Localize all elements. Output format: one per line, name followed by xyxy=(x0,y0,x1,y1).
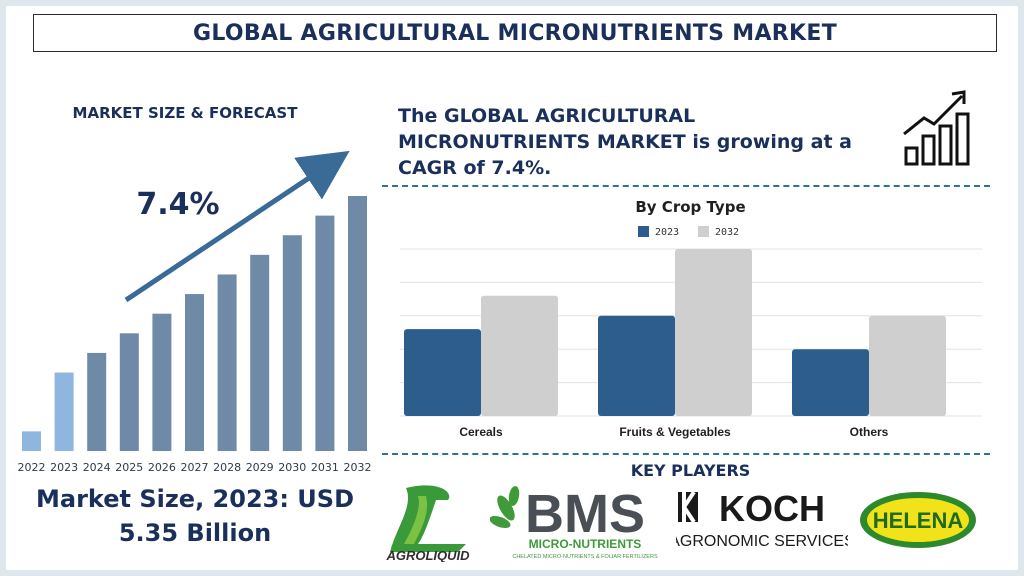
forecast-year-label: 2026 xyxy=(148,461,176,474)
forecast-bar xyxy=(54,372,74,451)
headline-line-1: The GLOBAL AGRICULTURAL xyxy=(398,105,696,127)
headline-text: The GLOBAL AGRICULTURAL MICRONUTRIENTS M… xyxy=(398,103,898,181)
forecast-chart: 2022 2023 2024 2025 2026 2027 2028 2029 2030 2031… xyxy=(18,150,372,474)
agroliquid-wordmark: AGROLIQUID xyxy=(385,548,470,562)
crop-category-label: Fruits & Vegetables xyxy=(619,425,731,439)
helena-logo: HELENA xyxy=(860,492,976,548)
crop-bar xyxy=(792,349,869,416)
forecast-bar xyxy=(87,352,107,451)
koch-logo: KOCH AGRONOMIC SERVICES xyxy=(676,488,848,550)
forecast-year-label: 2023 xyxy=(50,461,78,474)
market-size-line-2: 5.35 Billion xyxy=(118,519,272,547)
forecast-year-label: 2032 xyxy=(344,461,372,474)
forecast-bar xyxy=(152,313,172,451)
legend-label: 2032 xyxy=(715,227,739,238)
forecast-bar xyxy=(119,333,139,451)
forecast-year-label: 2025 xyxy=(115,461,143,474)
background-panel xyxy=(6,6,1018,570)
crop-category-label: Cereals xyxy=(459,425,503,439)
forecast-bar xyxy=(315,215,335,451)
divider-top xyxy=(382,185,990,187)
agroliquid-logo: AGROLIQUID xyxy=(385,485,470,562)
headline-line-3: CAGR of 7.4%. xyxy=(398,157,552,179)
crop-bar xyxy=(869,315,946,416)
crop-category-label: Others xyxy=(850,425,889,439)
helena-wordmark: HELENA xyxy=(873,508,964,533)
legend-swatch xyxy=(698,226,709,237)
bms-wordmark: BMS xyxy=(525,484,645,544)
crop-bar xyxy=(404,329,481,416)
forecast-year-label: 2024 xyxy=(83,461,111,474)
forecast-year-label: 2027 xyxy=(181,461,209,474)
headline-line-2: MICRONUTRIENTS MARKET is growing at a xyxy=(398,131,852,153)
forecast-bar xyxy=(217,274,237,451)
bms-logo: BMS MICRO-NUTRIENTS CHELATED MICRO-NUTRI… xyxy=(490,484,658,560)
forecast-bar xyxy=(250,254,270,451)
market-size-text: Market Size, 2023: USD 5.35 Billion xyxy=(10,482,380,550)
forecast-year-label: 2030 xyxy=(278,461,306,474)
forecast-bar xyxy=(348,196,367,451)
koch-subtitle: AGRONOMIC SERVICES xyxy=(676,533,848,550)
forecast-year-label: 2022 xyxy=(18,461,46,474)
crop-bar xyxy=(481,295,558,416)
key-players-title: KEY PLAYERS xyxy=(630,461,751,480)
title-box: GLOBAL AGRICULTURAL MICRONUTRIENTS MARKE… xyxy=(33,14,997,52)
legend-swatch xyxy=(638,226,649,237)
crop-bar xyxy=(598,315,675,416)
page-title: GLOBAL AGRICULTURAL MICRONUTRIENTS MARKE… xyxy=(192,20,838,46)
legend-label: 2023 xyxy=(655,227,679,238)
crop-chart-title: By Crop Type xyxy=(635,198,746,216)
divider-bottom xyxy=(382,453,990,455)
market-forecast-title: MARKET SIZE & FORECAST xyxy=(72,104,298,122)
forecast-bar xyxy=(185,294,204,451)
forecast-bar xyxy=(22,431,41,451)
forecast-year-label: 2028 xyxy=(213,461,241,474)
cagr-label: 7.4% xyxy=(136,187,219,222)
koch-wordmark: KOCH xyxy=(719,488,825,529)
forecast-year-label: 2031 xyxy=(311,461,339,474)
forecast-year-label: 2029 xyxy=(246,461,274,474)
crop-bar xyxy=(675,249,752,416)
bms-subtitle: MICRO-NUTRIENTS xyxy=(529,537,642,551)
crop-type-chart: 2023 2032 Cereals Fruits & Vegetables Other… xyxy=(400,226,982,439)
growth-chart-icon xyxy=(903,90,970,166)
forecast-bar xyxy=(282,235,302,451)
market-size-line-1: Market Size, 2023: USD xyxy=(35,485,354,513)
bms-tagline: CHELATED MICRO-NUTRIENTS & FOLIAR FERTIL… xyxy=(512,554,658,560)
growth-arrow xyxy=(124,150,350,303)
